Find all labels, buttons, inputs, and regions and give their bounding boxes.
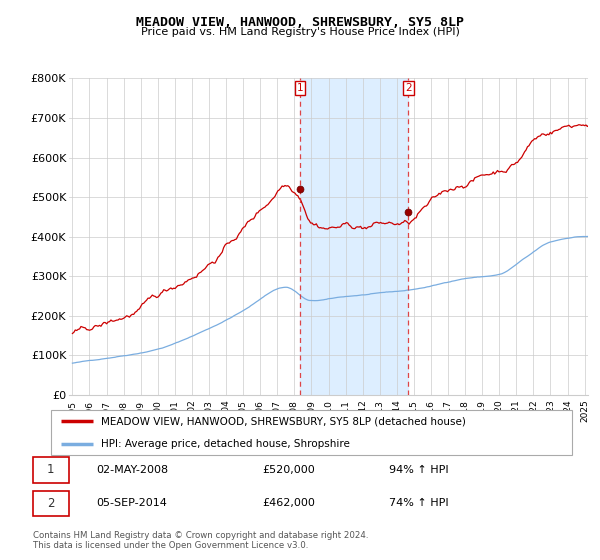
FancyBboxPatch shape [33, 491, 68, 516]
Text: 2: 2 [405, 83, 412, 93]
Text: MEADOW VIEW, HANWOOD, SHREWSBURY, SY5 8LP (detached house): MEADOW VIEW, HANWOOD, SHREWSBURY, SY5 8L… [101, 416, 466, 426]
Text: 1: 1 [296, 83, 304, 93]
Text: MEADOW VIEW, HANWOOD, SHREWSBURY, SY5 8LP: MEADOW VIEW, HANWOOD, SHREWSBURY, SY5 8L… [136, 16, 464, 29]
Text: HPI: Average price, detached house, Shropshire: HPI: Average price, detached house, Shro… [101, 439, 350, 449]
Bar [300, 78, 408, 395]
Text: 74% ↑ HPI: 74% ↑ HPI [389, 498, 448, 508]
Text: Contains HM Land Registry data © Crown copyright and database right 2024.
This d: Contains HM Land Registry data © Crown c… [33, 531, 368, 550]
Text: £520,000: £520,000 [262, 465, 314, 475]
Text: 2: 2 [47, 497, 54, 510]
FancyBboxPatch shape [50, 410, 572, 455]
FancyBboxPatch shape [33, 457, 68, 483]
Text: Price paid vs. HM Land Registry's House Price Index (HPI): Price paid vs. HM Land Registry's House … [140, 27, 460, 37]
Text: 05-SEP-2014: 05-SEP-2014 [96, 498, 167, 508]
Text: 02-MAY-2008: 02-MAY-2008 [96, 465, 169, 475]
Text: £462,000: £462,000 [262, 498, 315, 508]
Text: 94% ↑ HPI: 94% ↑ HPI [389, 465, 448, 475]
Text: 1: 1 [47, 463, 54, 477]
